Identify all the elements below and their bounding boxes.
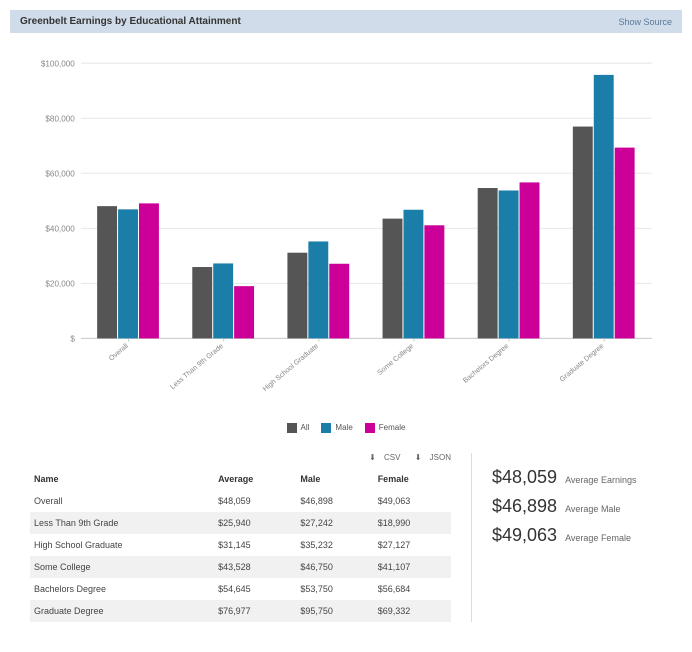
legend-item[interactable]: Male [321,423,352,433]
bar [573,127,593,339]
bar [308,241,328,338]
bar [97,206,117,338]
legend-swatch [365,423,375,433]
export-csv-link[interactable]: ⬇ CSV [363,453,400,462]
table-cell: $43,528 [214,556,296,578]
category-label: Overall [107,342,130,363]
table-cell: $18,990 [374,512,451,534]
stat-row: $46,898 Average Male [492,496,662,517]
category-label: Less Than 9th Grade [169,342,225,391]
table-row: Bachelors Degree$54,645$53,750$56,684 [30,578,451,600]
table-row: High School Graduate$31,145$35,232$27,12… [30,534,451,556]
stat-label: Average Male [565,504,620,514]
bar [383,219,403,339]
table-cell: High School Graduate [30,534,214,556]
bar [403,210,423,339]
bar-chart: $ $20,000 $40,000 $60,000 $80,000 $100,000 Ove… [30,53,662,400]
chart-legend: All Male Female [0,415,692,453]
bar [139,203,159,338]
bar [594,75,614,339]
stat-value: $48,059 [492,467,557,488]
legend-swatch [287,423,297,433]
bar [478,188,498,338]
table-cell: $69,332 [374,600,451,622]
stat-row: $49,063 Average Female [492,525,662,546]
table-cell: $31,145 [214,534,296,556]
stat-value: $49,063 [492,525,557,546]
table-cell: Bachelors Degree [30,578,214,600]
table-cell: $46,750 [296,556,373,578]
svg-text:$20,000: $20,000 [45,279,75,288]
category-label: Graduate Degree [558,342,605,384]
svg-text:$100,000: $100,000 [41,59,75,68]
table-header: Male [296,468,373,490]
chart-container: $ $20,000 $40,000 $60,000 $80,000 $100,000 Ove… [0,33,692,415]
svg-text:$80,000: $80,000 [45,114,75,123]
legend-label: Male [335,423,352,432]
export-json-link[interactable]: ⬇ JSON [409,453,451,462]
table-cell: $49,063 [374,490,451,512]
data-table: NameAverageMaleFemale Overall$48,059$46,… [30,468,451,622]
table-section: ⬇ CSV ⬇ JSON NameAverageMaleFemale Overa… [30,453,472,622]
stat-label: Average Earnings [565,475,636,485]
table-cell: $53,750 [296,578,373,600]
table-cell: $27,127 [374,534,451,556]
legend-item[interactable]: All [287,423,310,433]
table-header: Name [30,468,214,490]
legend-swatch [321,423,331,433]
category-label: Some College [376,342,415,377]
table-cell: $41,107 [374,556,451,578]
bar [615,148,635,339]
table-cell: $46,898 [296,490,373,512]
bar [424,225,444,338]
svg-text:$40,000: $40,000 [45,224,75,233]
table-cell: $25,940 [214,512,296,534]
svg-text:$60,000: $60,000 [45,169,75,178]
bar [192,267,212,338]
table-header: Average [214,468,296,490]
table-cell: Some College [30,556,214,578]
table-row: Less Than 9th Grade$25,940$27,242$18,990 [30,512,451,534]
export-row: ⬇ CSV ⬇ JSON [30,453,451,468]
legend-label: All [301,423,310,432]
table-header: Female [374,468,451,490]
table-cell: Less Than 9th Grade [30,512,214,534]
table-cell: $54,645 [214,578,296,600]
bar [287,253,307,339]
table-row: Graduate Degree$76,977$95,750$69,332 [30,600,451,622]
chart-title: Greenbelt Earnings by Educational Attain… [20,16,241,27]
stat-value: $46,898 [492,496,557,517]
table-cell: $27,242 [296,512,373,534]
table-cell: $95,750 [296,600,373,622]
bar [234,286,254,338]
table-row: Some College$43,528$46,750$41,107 [30,556,451,578]
legend-label: Female [379,423,406,432]
chart-header: Greenbelt Earnings by Educational Attain… [10,10,682,33]
svg-text:$: $ [70,334,75,343]
category-label: High School Graduate [261,342,320,393]
table-cell: $48,059 [214,490,296,512]
table-cell: Graduate Degree [30,600,214,622]
show-source-link[interactable]: Show Source [618,17,672,27]
table-cell: $56,684 [374,578,451,600]
table-cell: Overall [30,490,214,512]
legend-item[interactable]: Female [365,423,406,433]
bar [520,182,540,338]
table-cell: $35,232 [296,534,373,556]
summary-stats: $48,059 Average Earnings $46,898 Average Ma… [492,453,662,622]
table-row: Overall$48,059$46,898$49,063 [30,490,451,512]
bar [499,190,519,338]
table-cell: $76,977 [214,600,296,622]
bar [118,209,138,338]
bottom-section: ⬇ CSV ⬇ JSON NameAverageMaleFemale Overa… [0,453,692,652]
category-label: Bachelors Degree [462,342,511,385]
bar [213,263,233,338]
bar [329,264,349,339]
stat-row: $48,059 Average Earnings [492,467,662,488]
stat-label: Average Female [565,533,631,543]
